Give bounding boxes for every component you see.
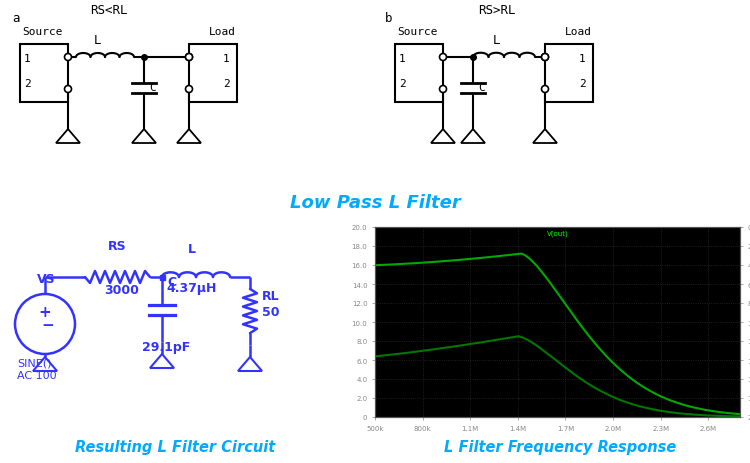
Text: 2: 2 [399, 79, 406, 89]
Text: Source: Source [22, 27, 62, 37]
Text: b: b [385, 12, 392, 25]
Text: +: + [38, 304, 51, 319]
Text: 29.1pF: 29.1pF [142, 340, 190, 353]
Text: 1: 1 [223, 54, 230, 64]
Text: 2: 2 [579, 79, 586, 89]
Text: AC 100: AC 100 [17, 370, 57, 380]
Circle shape [185, 54, 193, 62]
Bar [189, 45, 237, 103]
Text: 4.37μH: 4.37μH [166, 282, 217, 294]
Text: RS>RL: RS>RL [478, 4, 515, 17]
Circle shape [440, 54, 446, 62]
Text: 1: 1 [579, 54, 586, 64]
Text: Load: Load [209, 27, 236, 37]
Text: SINE(): SINE() [17, 358, 52, 368]
Circle shape [64, 54, 71, 62]
Text: Source: Source [397, 27, 437, 37]
Text: Load: Load [565, 27, 592, 37]
Bar [20, 45, 68, 103]
Text: C: C [149, 83, 156, 93]
Circle shape [64, 86, 71, 94]
Text: 2: 2 [24, 79, 31, 89]
Circle shape [542, 86, 548, 94]
Text: RS: RS [107, 239, 126, 252]
Circle shape [15, 294, 75, 354]
Text: C: C [167, 275, 176, 288]
Text: RS<RL: RS<RL [90, 4, 128, 17]
Text: RL: RL [262, 289, 280, 302]
Text: V(out): V(out) [547, 230, 568, 237]
Bar [160, 275, 164, 280]
Bar [395, 45, 443, 103]
Text: L: L [493, 34, 500, 47]
Circle shape [185, 54, 193, 62]
Text: C: C [478, 83, 484, 93]
Text: Low Pass L Filter: Low Pass L Filter [290, 194, 460, 212]
Text: −: − [41, 317, 54, 332]
Text: 3000: 3000 [104, 283, 140, 296]
Circle shape [542, 54, 548, 62]
Text: VS: VS [37, 272, 56, 285]
Text: 1: 1 [399, 54, 406, 64]
Text: L: L [94, 34, 101, 47]
Circle shape [542, 54, 548, 62]
Text: L: L [188, 243, 196, 256]
Bar [545, 45, 593, 103]
Circle shape [440, 86, 446, 94]
Text: 50: 50 [262, 305, 280, 319]
Text: a: a [12, 12, 20, 25]
Text: L Filter Frequency Response: L Filter Frequency Response [444, 439, 676, 454]
Text: Resulting L Filter Circuit: Resulting L Filter Circuit [75, 439, 275, 454]
Text: 1: 1 [24, 54, 31, 64]
Circle shape [185, 86, 193, 94]
Text: 2: 2 [223, 79, 230, 89]
